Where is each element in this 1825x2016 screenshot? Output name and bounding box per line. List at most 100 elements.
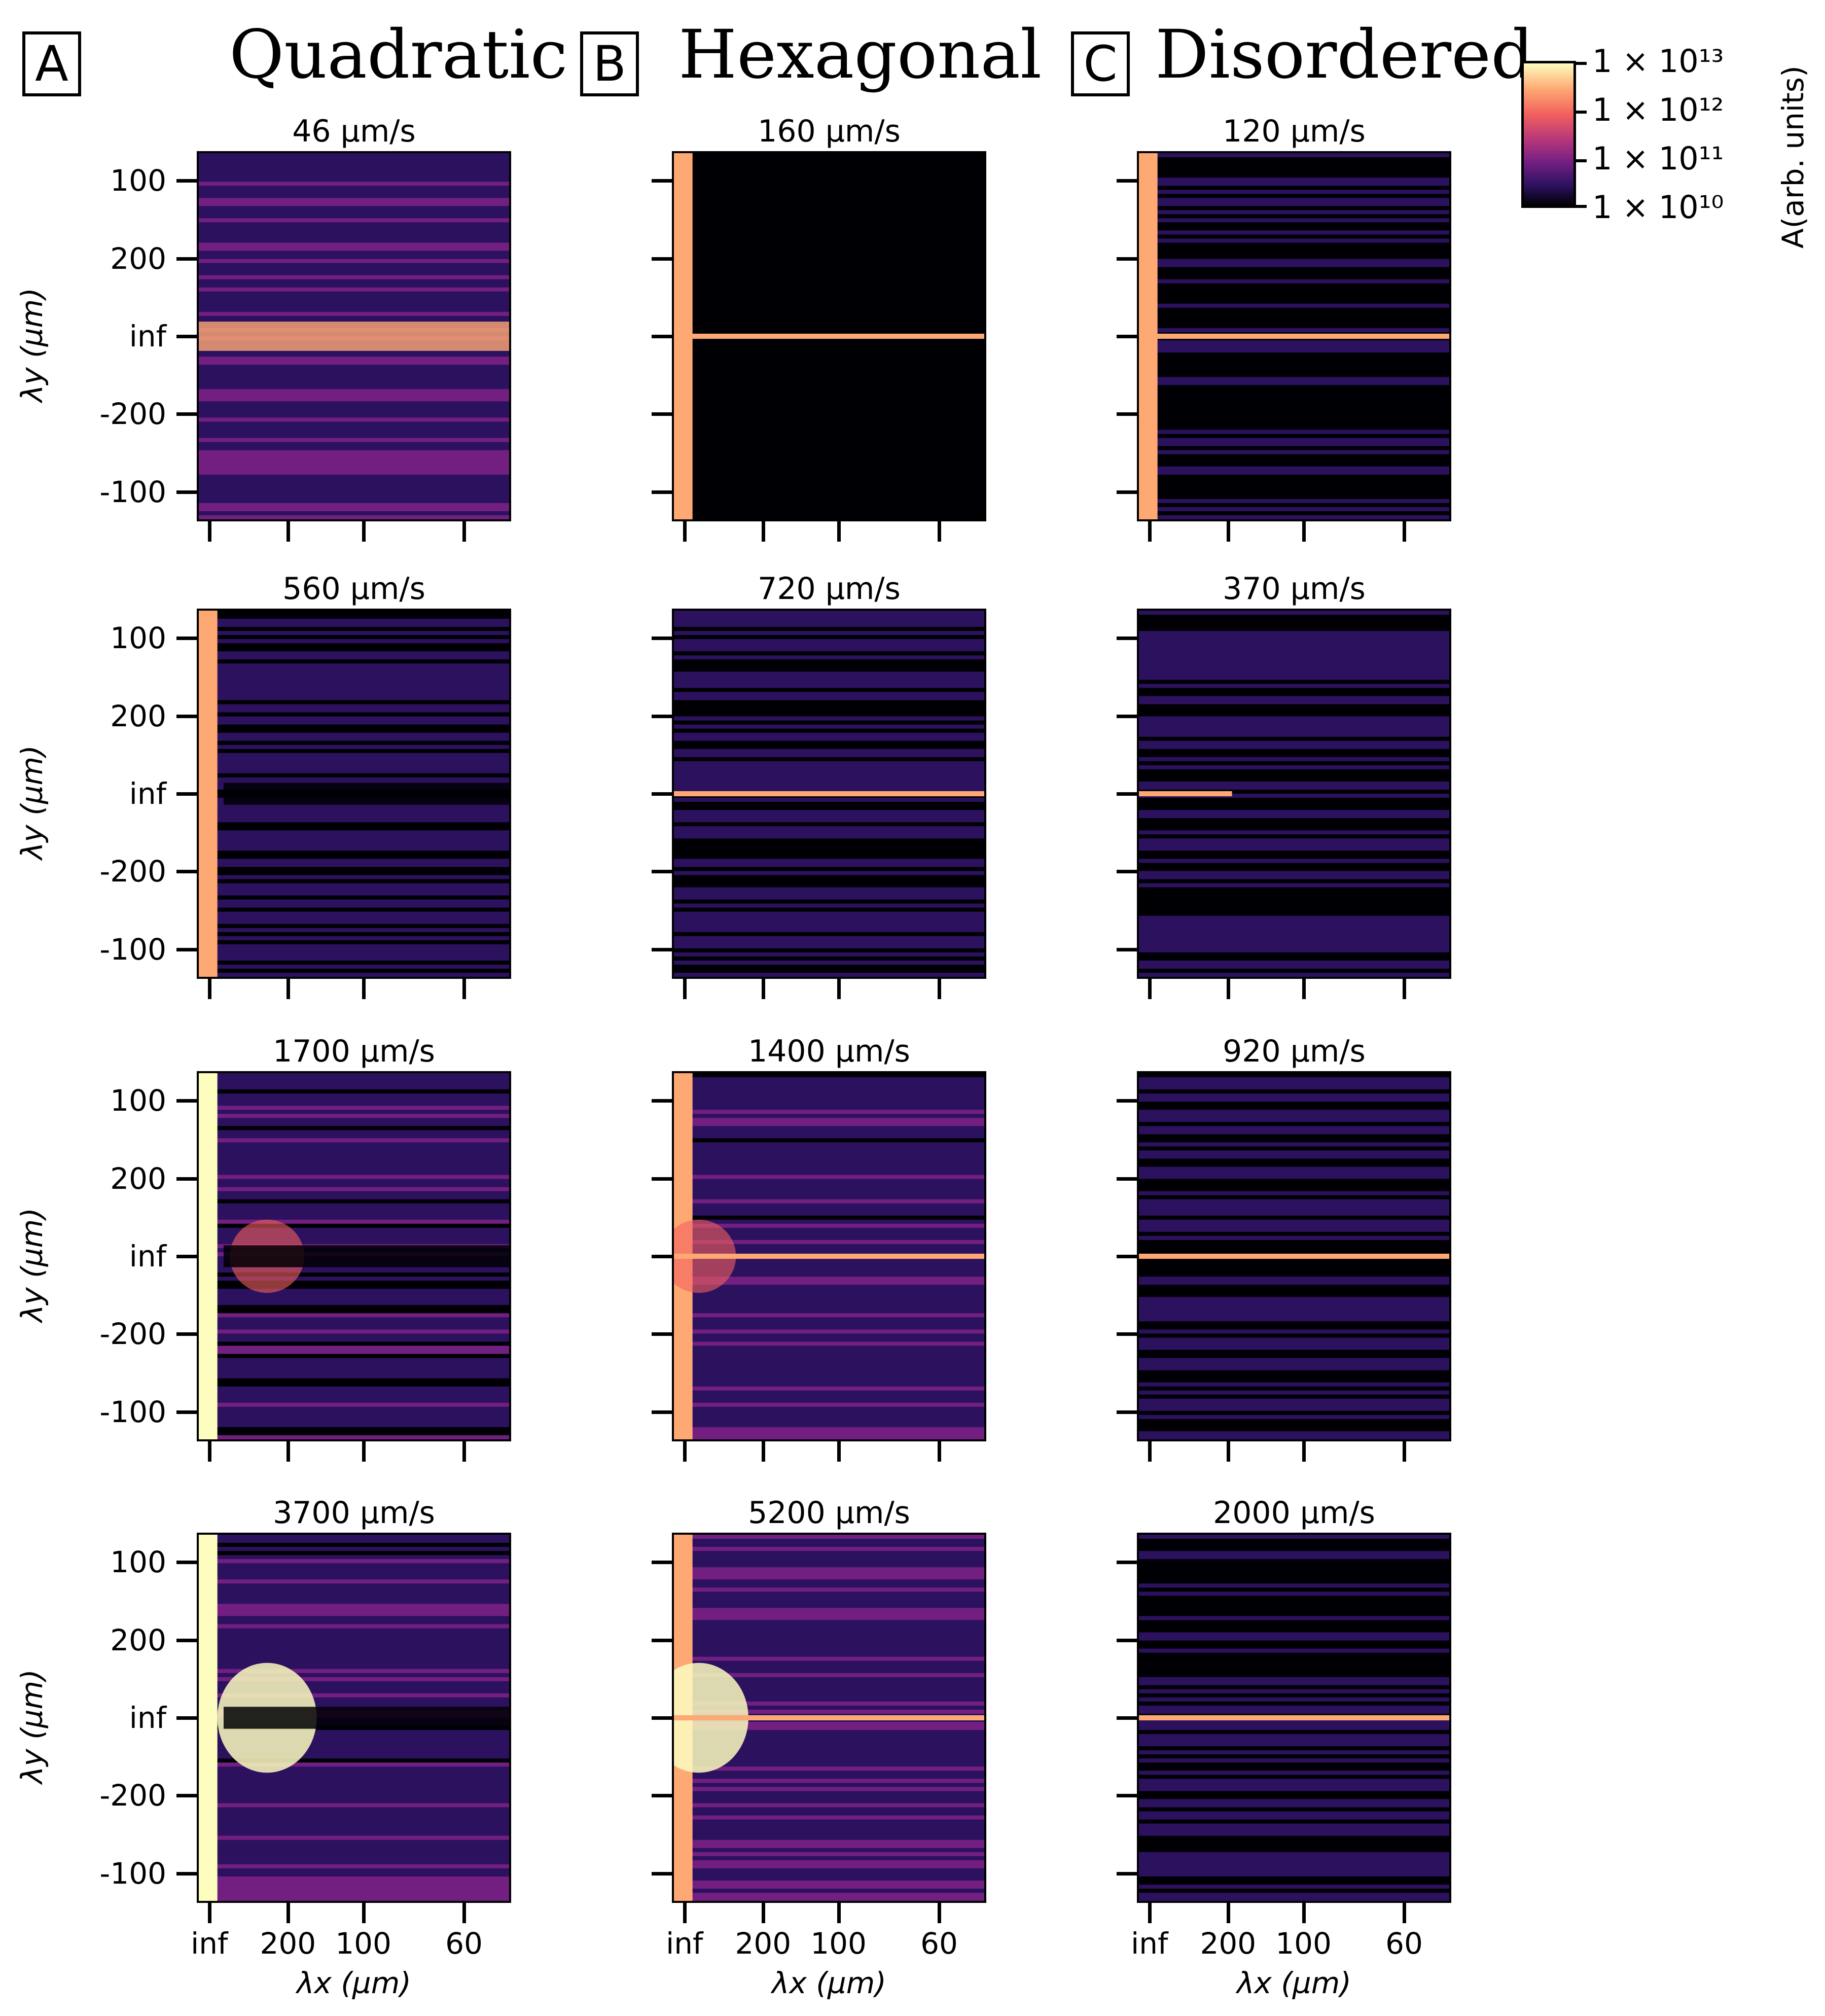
heatmap-stripe: [199, 1122, 509, 1126]
heatmap-inf-column: [199, 1535, 218, 1901]
heatmap-stripe: [199, 1350, 509, 1354]
heatmap-stripe: [1139, 1122, 1449, 1126]
heatmap-stripe: [674, 952, 984, 957]
heatmap-stripe: [674, 1427, 984, 1432]
heatmap-stripe: [1139, 1435, 1449, 1439]
heatmap-stripe: [1139, 499, 1449, 504]
heatmap-stripe: [1139, 1811, 1449, 1816]
x-axis-title: λx (µm): [1237, 1966, 1351, 2000]
heatmap-stripe: [199, 1746, 509, 1751]
heatmap-stripe: [199, 507, 509, 512]
heatmap-stripe: [674, 1856, 984, 1861]
heatmap-stripe: [1139, 503, 1449, 508]
y-tick-label: 200: [110, 1161, 166, 1196]
heatmap-stripe: [199, 259, 509, 263]
heatmap-stripe: [199, 173, 509, 178]
heatmap-stripe: [1139, 1199, 1449, 1204]
heatmap-stripe: [674, 1122, 984, 1126]
x-tick-label: inf: [1131, 1926, 1168, 1961]
heatmap-stripe: [674, 834, 984, 839]
heatmap-stripe: [674, 798, 984, 802]
heatmap-stripe: [1139, 470, 1449, 475]
y-tick: [1117, 714, 1137, 718]
heatmap-stripe: [674, 1183, 984, 1187]
heatmap-stripe: [674, 1191, 984, 1196]
heatmap-stripe: [199, 667, 509, 672]
heatmap-stripe: [1139, 1235, 1449, 1241]
heatmap-stripe: [199, 1191, 509, 1196]
x-tick: [1226, 1903, 1230, 1923]
y-tick-label: inf: [129, 1239, 166, 1274]
heatmap-image: [199, 611, 509, 977]
x-tick: [761, 521, 765, 542]
heatmap-stripe: [674, 458, 984, 463]
heatmap-stripe: [674, 1652, 984, 1657]
y-axis-title: λy (µm): [15, 288, 49, 402]
heatmap-stripe: [1139, 1150, 1449, 1155]
x-tick: [683, 1903, 687, 1923]
heatmap-stripe: [199, 663, 509, 668]
heatmap-stripe: [674, 651, 984, 656]
heatmap-stripe: [1139, 1085, 1449, 1090]
heatmap-stripe: [674, 1758, 984, 1763]
heatmap-stripe: [199, 401, 509, 406]
heatmap-stripe: [674, 1559, 984, 1564]
heatmap-stripe: [1139, 1660, 1449, 1666]
heatmap-stripe: [199, 1341, 509, 1346]
heatmap-stripe: [674, 1081, 984, 1086]
heatmap-stripe: [674, 1146, 984, 1151]
heatmap-stripe: [1139, 434, 1449, 438]
heatmap-stripe: [1139, 1146, 1449, 1151]
heatmap-stripe: [1139, 871, 1449, 875]
heatmap-stripe: [1139, 1118, 1449, 1122]
heatmap-stripe: [674, 720, 984, 725]
heatmap-stripe: [674, 1571, 984, 1576]
x-tick: [938, 1441, 941, 1462]
y-tick: [176, 1410, 197, 1414]
colorbar-label-1e11: 1 × 10¹¹: [1592, 140, 1724, 177]
heatmap-stripe: [199, 1665, 509, 1670]
heatmap-stripe: [199, 834, 509, 839]
heatmap-stripe: [674, 1398, 984, 1403]
heatmap-stripe: [199, 352, 509, 357]
heatmap-stripe: [1139, 214, 1449, 219]
y-tick: [1117, 179, 1137, 183]
heatmap-stripe: [674, 1378, 984, 1383]
heatmap-stripe: [674, 1730, 984, 1735]
heatmap-stripe: [674, 1852, 984, 1857]
y-tick: [176, 1716, 197, 1720]
heatmap-stripe: [1139, 275, 1449, 280]
heatmap-stripe: [199, 1390, 509, 1395]
heatmap-stripe: [674, 1754, 984, 1759]
heatmap-stripe: [674, 426, 984, 430]
heatmap-panel: [672, 1071, 986, 1441]
heatmap-stripe: [674, 1880, 984, 1885]
heatmap-stripe: [674, 238, 984, 243]
heatmap-stripe: [1139, 1880, 1449, 1885]
heatmap-stripe: [674, 1819, 984, 1824]
heatmap-stripe: [199, 651, 509, 656]
heatmap-stripe: [674, 1722, 984, 1726]
heatmap-stripe: [674, 846, 984, 851]
heatmap-stripe: [1139, 855, 1449, 859]
heatmap-stripe: [1139, 1134, 1449, 1139]
heatmap-stripe: [674, 1362, 984, 1366]
colorbar: [1521, 61, 1576, 208]
heatmap-stripe: [199, 842, 509, 847]
heatmap-stripe: [199, 1884, 509, 1889]
x-tick: [462, 979, 466, 999]
heatmap-stripe: [674, 1285, 984, 1289]
heatmap-stripe: [674, 230, 984, 235]
heatmap-inf-band: [199, 322, 509, 351]
heatmap-stripe: [1139, 352, 1449, 357]
x-tick: [683, 521, 687, 542]
y-tick-label: 100: [110, 1545, 166, 1580]
x-tick: [938, 979, 941, 999]
heatmap-stripe: [674, 1660, 984, 1666]
heatmap-stripe: [1139, 295, 1449, 300]
heatmap-stripe: [674, 1414, 984, 1420]
heatmap-stripe: [674, 226, 984, 231]
heatmap-stripe: [674, 655, 984, 660]
heatmap-stripe: [1139, 515, 1449, 519]
x-tick: [1226, 1441, 1230, 1462]
